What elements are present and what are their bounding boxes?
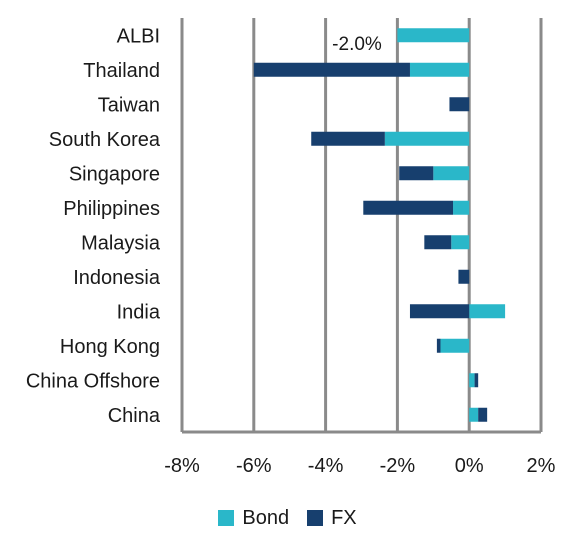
category-label: India: [117, 301, 161, 323]
category-label: South Korea: [49, 129, 161, 151]
albi-value-annotation: -2.0%: [332, 34, 382, 55]
bar-fx: [399, 166, 434, 181]
category-label: Indonesia: [73, 267, 161, 289]
x-tick-label: -8%: [164, 455, 200, 477]
category-label: Hong Kong: [60, 336, 160, 358]
bar-fx: [253, 62, 410, 77]
legend-label-bond: Bond: [242, 506, 290, 529]
bar-fx: [478, 407, 488, 422]
category-label: Philippines: [63, 198, 160, 220]
category-label: Singapore: [69, 163, 160, 185]
bar-bond: [469, 304, 506, 319]
bar-fx: [449, 97, 470, 112]
legend-item-fx: FX: [307, 507, 357, 530]
x-tick-label: -6%: [236, 455, 272, 477]
legend-swatch-bond: [218, 510, 235, 526]
bar-fx: [458, 269, 470, 284]
legend-item-bond: Bond: [218, 507, 289, 530]
bar-bond: [409, 62, 470, 77]
x-tick-label: -2%: [380, 455, 416, 477]
category-label: Taiwan: [98, 94, 160, 116]
bar-fx: [363, 200, 454, 215]
bar-fx: [409, 304, 470, 319]
bar-bond: [451, 235, 470, 250]
category-label: Malaysia: [81, 232, 161, 254]
bar-bond: [469, 407, 479, 422]
legend-swatch-fx: [307, 510, 324, 526]
legend: Bond FX: [0, 505, 575, 531]
x-tick-labels: -8% -6% -4% -2% 0% 2%: [164, 455, 555, 477]
gridlines: [180, 18, 543, 434]
bar-fx: [424, 235, 452, 250]
x-tick-label: -4%: [308, 455, 344, 477]
x-tick-label: 2%: [527, 455, 556, 477]
bar-fx: [436, 338, 441, 353]
bar-bond: [453, 200, 470, 215]
bar-bond: [440, 338, 470, 353]
category-label: ALBI: [117, 25, 160, 47]
bar-fx: [311, 131, 385, 146]
bar-bond: [433, 166, 470, 181]
category-label: China: [108, 405, 161, 427]
bar-fx: [474, 373, 479, 388]
bars: [253, 28, 506, 422]
x-tick-label: 0%: [455, 455, 484, 477]
bar-bond: [397, 28, 470, 43]
category-label: China Offshore: [26, 370, 160, 392]
category-label: Thailand: [83, 60, 160, 82]
bar-bond: [384, 131, 470, 146]
category-labels: ALBI Thailand Taiwan South Korea Singapore Ph…: [26, 25, 161, 427]
bar-bond: [469, 373, 475, 388]
legend-label-fx: FX: [331, 506, 357, 529]
